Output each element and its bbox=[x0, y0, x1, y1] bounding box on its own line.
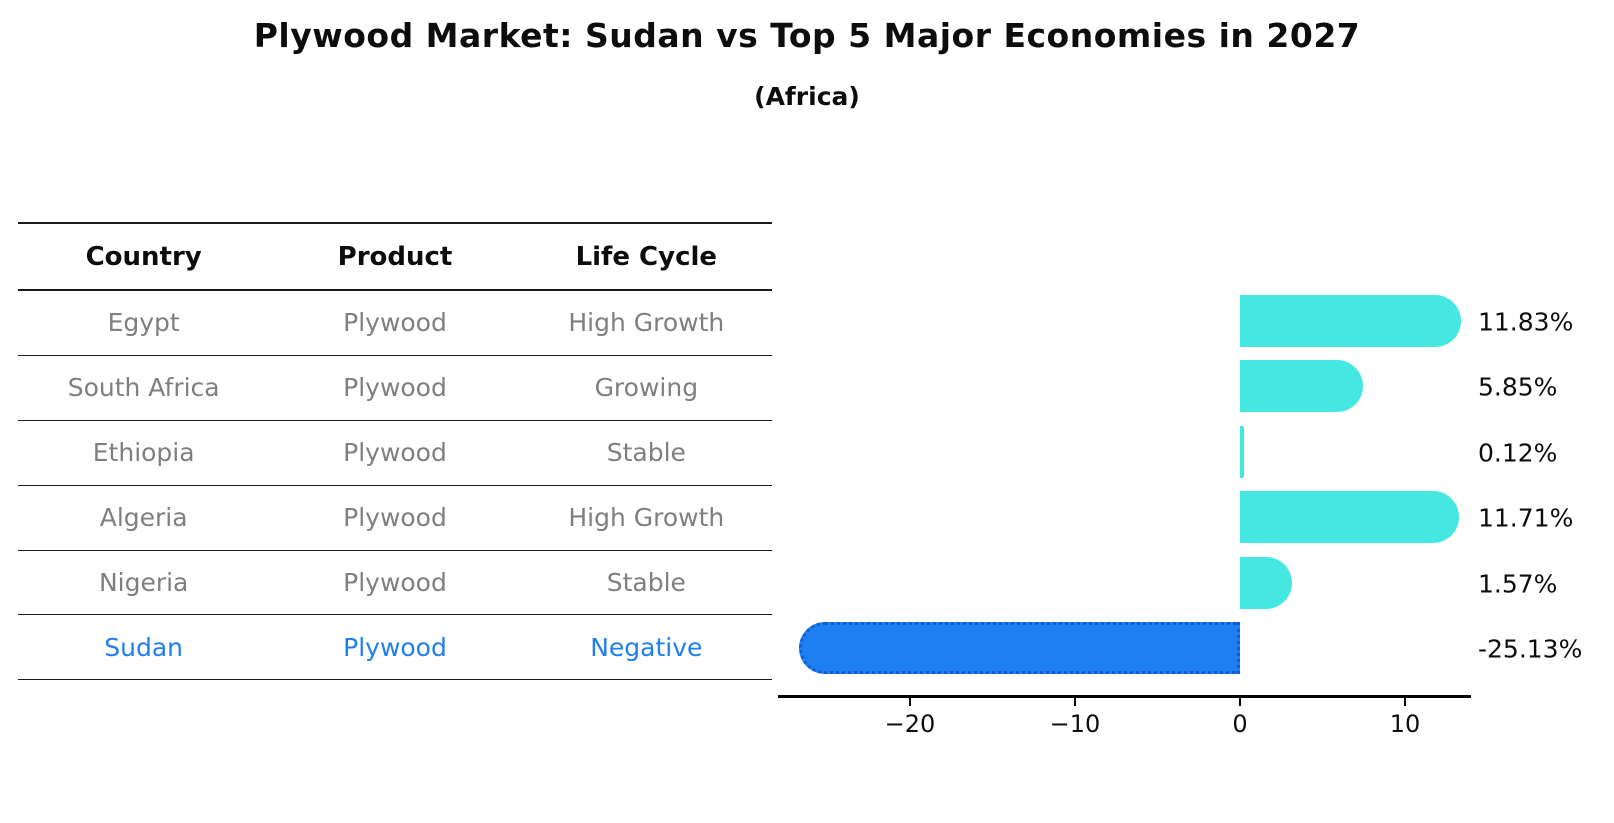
cell-life-cycle: Stable bbox=[606, 568, 686, 597]
cell-life-cycle: Stable bbox=[606, 438, 686, 468]
cell-country: Sudan bbox=[104, 632, 184, 662]
table-row-south-africa: South Africa Plywood Growing bbox=[18, 356, 772, 421]
cell-life-cycle: Negative bbox=[590, 632, 703, 662]
bar-egypt bbox=[1240, 294, 1462, 347]
table-row-ethiopia: Ethiopia Plywood Stable bbox=[18, 421, 772, 486]
value-label-south-africa: 5.85% bbox=[1478, 372, 1558, 402]
x-tick-label: −10 bbox=[1049, 710, 1101, 738]
x-tick-label: −20 bbox=[884, 710, 936, 738]
bar-algeria bbox=[1240, 491, 1460, 544]
cell-country: Algeria bbox=[99, 503, 188, 533]
table-row-algeria: Algeria Plywood High Growth bbox=[18, 486, 772, 551]
x-tick-label: 0 bbox=[1232, 710, 1248, 738]
column-header-country: Country bbox=[85, 241, 202, 272]
cell-country: Ethiopia bbox=[92, 438, 195, 468]
cell-product: Plywood bbox=[343, 438, 447, 468]
cell-life-cycle: Growing bbox=[594, 373, 699, 403]
value-label-nigeria: 1.57% bbox=[1478, 569, 1558, 599]
bar-sudan bbox=[799, 622, 1240, 675]
x-tick-mark bbox=[1239, 697, 1242, 706]
bar-ethiopia bbox=[1240, 425, 1244, 478]
x-tick-mark bbox=[1404, 697, 1407, 706]
value-label-sudan: -25.13% bbox=[1478, 634, 1583, 664]
page-title: Plywood Market: Sudan vs Top 5 Major Eco… bbox=[253, 16, 1361, 55]
bar-nigeria bbox=[1240, 556, 1292, 609]
table-row-sudan: Sudan Plywood Negative bbox=[18, 615, 772, 681]
x-tick-label: 10 bbox=[1389, 710, 1421, 738]
x-tick-mark bbox=[909, 697, 912, 706]
page-subtitle: (Africa) bbox=[754, 82, 860, 111]
table-row-egypt: Egypt Plywood High Growth bbox=[18, 291, 772, 356]
column-header-life-cycle: Life Cycle bbox=[575, 241, 718, 272]
table-header-row: Country Product Life Cycle bbox=[18, 222, 772, 291]
cell-life-cycle: High Growth bbox=[568, 503, 725, 533]
cell-product: Plywood bbox=[343, 568, 447, 597]
cell-country: Nigeria bbox=[98, 568, 189, 597]
column-header-product: Product bbox=[337, 241, 453, 272]
value-label-egypt: 11.83% bbox=[1478, 307, 1574, 337]
country-table: Country Product Life Cycle Egypt Plywood… bbox=[18, 222, 772, 681]
cell-product: Plywood bbox=[343, 632, 447, 662]
bar-south-africa bbox=[1240, 360, 1363, 413]
cell-product: Plywood bbox=[343, 503, 447, 533]
cell-country: Egypt bbox=[107, 308, 180, 338]
x-axis-line bbox=[778, 695, 1471, 698]
cell-country: South Africa bbox=[67, 373, 220, 403]
cell-life-cycle: High Growth bbox=[568, 308, 725, 338]
x-tick-mark bbox=[1074, 697, 1077, 706]
value-label-ethiopia: 0.12% bbox=[1478, 438, 1558, 468]
cell-product: Plywood bbox=[343, 308, 447, 338]
cell-product: Plywood bbox=[343, 373, 447, 403]
value-label-algeria: 11.71% bbox=[1478, 503, 1574, 533]
table-row-nigeria: Nigeria Plywood Stable bbox=[18, 551, 772, 616]
